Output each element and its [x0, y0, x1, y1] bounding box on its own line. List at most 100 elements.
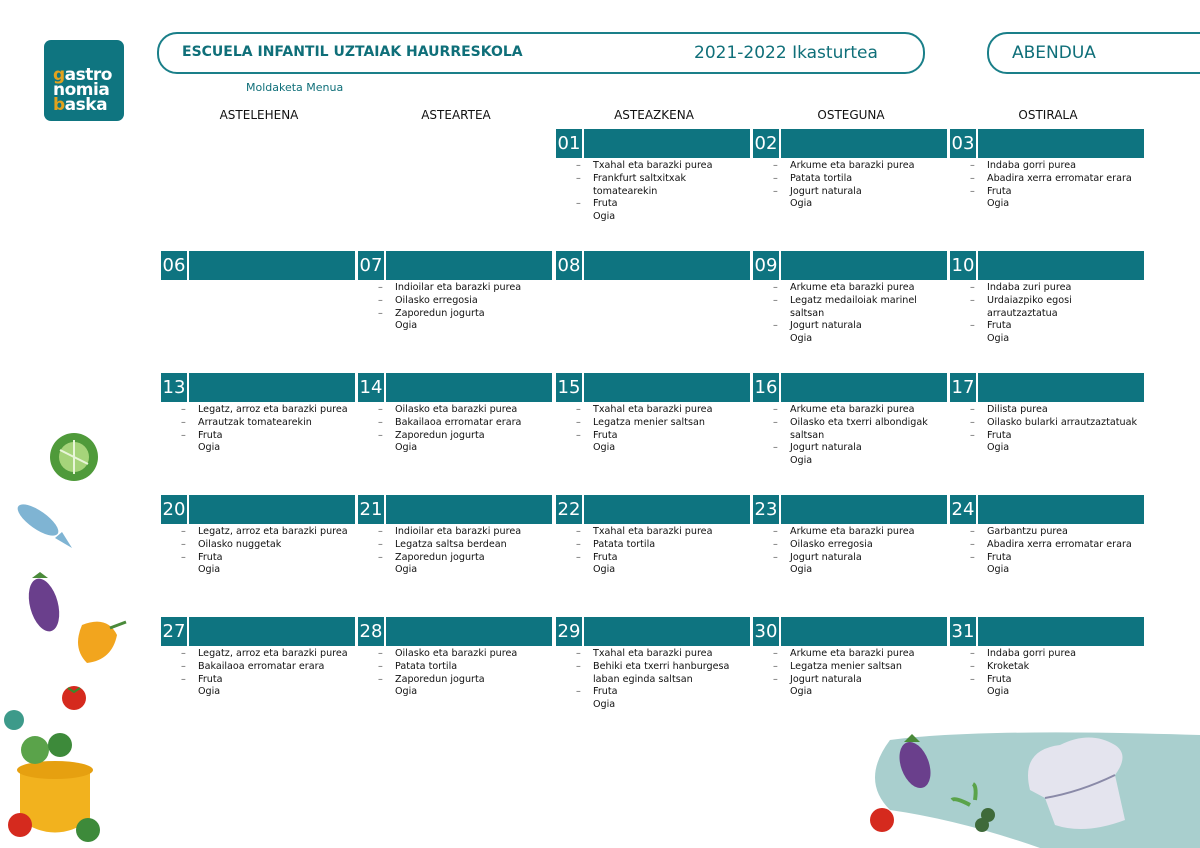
- menu-item: Ogia: [950, 686, 1146, 699]
- school-name: ESCUELA INFANTIL UZTAIAK HAURRESKOLA: [182, 44, 523, 60]
- day-number: 08: [556, 251, 582, 280]
- menu-item-text: Fruta: [593, 429, 618, 441]
- menu-item-text: Jogurt naturala: [790, 442, 862, 454]
- menu-item-text: Zaporedun jogurta: [395, 307, 485, 319]
- weekday-header: OSTIRALA: [1018, 108, 1078, 122]
- menu-item-text: Patata tortila: [395, 660, 458, 672]
- menu-item: – Arkume eta barazki purea: [753, 404, 949, 417]
- menu-item: Ogia: [753, 564, 949, 577]
- day-number: 15: [556, 373, 582, 402]
- day-header-bar: 21: [358, 495, 552, 524]
- day-header-bar: 07: [358, 251, 552, 280]
- menu-item-text: Arkume eta barazki purea: [790, 648, 915, 659]
- menu-item: – Oilasko erregosia: [358, 295, 554, 308]
- menu-item: Ogia: [753, 686, 949, 699]
- day-band: [781, 495, 947, 524]
- day-header-bar: 27: [161, 617, 355, 646]
- menu-item: – Legatz medailoiak marinel saltsan: [753, 295, 949, 321]
- dash-bullet-icon: –: [970, 320, 975, 332]
- menu-item: – Fruta: [556, 430, 752, 443]
- day-header-bar: 03: [950, 129, 1144, 158]
- menu-item: Ogia: [950, 442, 1146, 455]
- menu-item: Ogia: [161, 686, 357, 699]
- dash-bullet-icon: –: [970, 172, 975, 184]
- menu-item: Ogia: [753, 333, 949, 346]
- fish-icon: [17, 504, 72, 548]
- day-header-bar: 15: [556, 373, 750, 402]
- menu-item-text: Indioilar eta barazki purea: [395, 526, 522, 537]
- dash-bullet-icon: –: [970, 416, 975, 428]
- day-number: 27: [161, 617, 187, 646]
- menu-item-text: Ogia: [395, 686, 418, 698]
- menu-list: – Indioilar eta barazki purea – Legatza sal…: [358, 526, 554, 577]
- menu-item: – Fruta: [161, 674, 357, 687]
- menu-item: Ogia: [950, 564, 1146, 577]
- menu-item: – Jogurt naturala: [753, 674, 949, 687]
- menu-item-text: Bakailaoa erromatar erara: [198, 660, 325, 672]
- menu-item: – Fruta: [950, 320, 1146, 333]
- menu-list: – Garbantzu purea – Abadira xerra erromatar…: [950, 526, 1146, 577]
- menu-list: – Indaba gorri purea – Abadira xerra erroma…: [950, 160, 1146, 211]
- menu-item: Ogia: [556, 442, 752, 455]
- menu-item: – Jogurt naturala: [753, 186, 949, 199]
- menu-item: – Fruta: [950, 552, 1146, 565]
- menu-item-text: Zaporedun jogurta: [395, 551, 485, 563]
- menu-item: Ogia: [161, 442, 357, 455]
- menu-list: – Indaba zuri purea – Urdaiazpiko egosi arr…: [950, 282, 1146, 346]
- menu-item-text: Behiki eta txerri hanburgesa laban egind…: [593, 660, 730, 685]
- dash-bullet-icon: –: [576, 538, 581, 550]
- menu-item-text: Indaba zuri purea: [987, 282, 1072, 293]
- menu-item-text: Legatza menier saltsan: [593, 416, 705, 428]
- menu-item-text: Ogia: [395, 564, 418, 576]
- dash-bullet-icon: –: [773, 416, 778, 428]
- menu-item-text: Arrautzak tomatearekin: [198, 416, 312, 428]
- menu-item-text: Kroketak: [987, 660, 1030, 672]
- menu-item-text: Ogia: [987, 442, 1010, 454]
- dash-bullet-icon: –: [181, 404, 186, 415]
- menu-item-text: Jogurt naturala: [790, 673, 862, 685]
- dash-bullet-icon: –: [773, 160, 778, 171]
- dash-bullet-icon: –: [970, 282, 975, 293]
- day-band: [584, 495, 750, 524]
- menu-list: – Arkume eta barazki purea – Oilasko errego…: [753, 526, 949, 577]
- menu-item-text: Fruta: [987, 551, 1012, 563]
- dash-bullet-icon: –: [378, 307, 383, 319]
- menu-item: – Legatz, arroz eta barazki purea: [161, 526, 357, 539]
- dash-bullet-icon: –: [970, 294, 975, 306]
- day-header-bar: 20: [161, 495, 355, 524]
- dash-bullet-icon: –: [378, 648, 383, 659]
- menu-list: – Arkume eta barazki purea – Legatz medailo…: [753, 282, 949, 346]
- day-number: 17: [950, 373, 976, 402]
- menu-item-text: Oilasko erregosia: [395, 294, 478, 306]
- day-band: [978, 373, 1144, 402]
- day-number: 29: [556, 617, 582, 646]
- menu-item: – Indaba zuri purea: [950, 282, 1146, 295]
- dash-bullet-icon: –: [378, 660, 383, 672]
- day-header-bar: 14: [358, 373, 552, 402]
- dash-bullet-icon: –: [378, 551, 383, 563]
- dash-bullet-icon: –: [576, 160, 581, 171]
- weekday-header: OSTEGUNA: [817, 108, 885, 122]
- dash-bullet-icon: –: [576, 648, 581, 659]
- menu-list: – Arkume eta barazki purea – Legatza menier…: [753, 648, 949, 699]
- menu-item: – Arkume eta barazki purea: [753, 648, 949, 661]
- dash-bullet-icon: –: [181, 416, 186, 428]
- dash-bullet-icon: –: [970, 526, 975, 537]
- menu-item-text: Ogia: [395, 442, 418, 454]
- olives-icon: [950, 782, 995, 832]
- menu-item-text: Arkume eta barazki purea: [790, 282, 915, 293]
- day-band: [189, 373, 355, 402]
- day-number: 28: [358, 617, 384, 646]
- dash-bullet-icon: –: [181, 648, 186, 659]
- menu-item-text: Ogia: [790, 333, 813, 345]
- menu-list: – Arkume eta barazki purea – Oilasko eta tx…: [753, 404, 949, 468]
- menu-item-text: Arkume eta barazki purea: [790, 404, 915, 415]
- menu-item-text: Legatza saltsa berdean: [395, 538, 507, 550]
- day-header-bar: 23: [753, 495, 947, 524]
- dash-bullet-icon: –: [576, 551, 581, 563]
- menu-item: – Fruta: [556, 552, 752, 565]
- menu-list: – Indaba gorri purea – Kroketak – Fruta Ogia: [950, 648, 1146, 699]
- menu-item: – Arkume eta barazki purea: [753, 526, 949, 539]
- day-band: [189, 251, 355, 280]
- day-band: [584, 129, 750, 158]
